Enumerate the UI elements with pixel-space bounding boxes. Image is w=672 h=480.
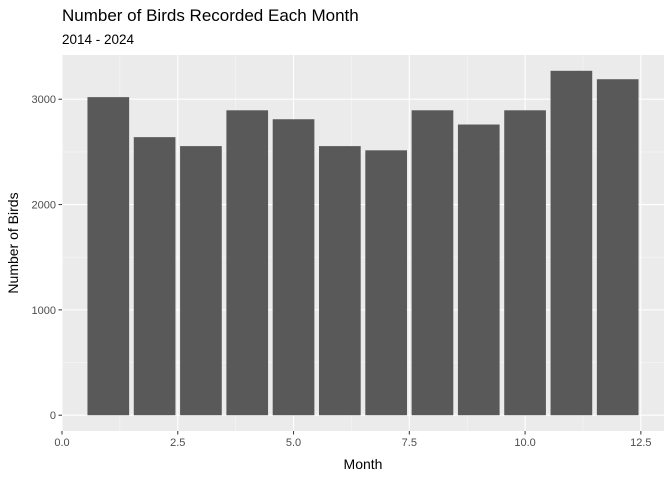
bar bbox=[596, 79, 639, 416]
bar bbox=[180, 146, 222, 416]
bar bbox=[457, 124, 500, 416]
x-axis: 0.0 2.5 5.0 7.5 10.0 12.5 bbox=[54, 431, 652, 449]
y-tick-label: 2000 bbox=[32, 200, 56, 212]
bar bbox=[87, 97, 130, 416]
x-tick-label: 10.0 bbox=[514, 437, 535, 449]
y-tick-label: 0 bbox=[50, 410, 56, 422]
bar bbox=[133, 137, 176, 416]
y-axis-title: Number of Birds bbox=[5, 192, 21, 293]
bar bbox=[365, 150, 407, 416]
x-axis-title: Month bbox=[344, 456, 383, 472]
bars bbox=[87, 70, 639, 416]
x-tick-label: 2.5 bbox=[170, 437, 185, 449]
chart-subtitle: 2014 - 2024 bbox=[62, 32, 135, 47]
bar bbox=[504, 110, 546, 416]
bar bbox=[550, 70, 593, 416]
x-tick-label: 0.0 bbox=[54, 437, 69, 449]
bar bbox=[319, 146, 361, 416]
bar bbox=[411, 110, 454, 416]
x-tick-label: 5.0 bbox=[286, 437, 301, 449]
bar bbox=[272, 119, 315, 416]
bar bbox=[226, 110, 269, 416]
x-tick-label: 7.5 bbox=[402, 437, 417, 449]
y-tick-label: 3000 bbox=[32, 94, 56, 106]
y-axis: 0 1000 2000 3000 bbox=[32, 94, 62, 422]
y-tick-label: 1000 bbox=[32, 305, 56, 317]
chart-title: Number of Birds Recorded Each Month bbox=[62, 6, 359, 25]
x-tick-label: 12.5 bbox=[630, 437, 651, 449]
